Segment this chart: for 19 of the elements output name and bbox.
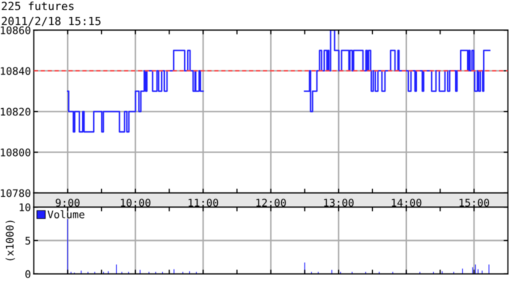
legend-label: Volume <box>48 210 84 218</box>
x-tick-label: 11:00 <box>188 198 218 207</box>
y-tick-label: 0 <box>25 270 30 278</box>
y-tick-label: 10860 <box>0 26 30 34</box>
y-tick-label: 10840 <box>0 67 30 75</box>
x-tick-label: 13:00 <box>324 198 354 207</box>
x-tick-label: 14:00 <box>392 198 422 207</box>
y-tick-label: 10780 <box>0 189 30 198</box>
x-tick-label: 12:00 <box>256 198 286 207</box>
y-axis-title: (x1000) <box>6 220 15 260</box>
y-tick-label: 10820 <box>0 108 30 116</box>
x-tick-label: 10:00 <box>120 198 150 207</box>
chart-title: 225 futures <box>2 2 74 10</box>
chart-subtitle: 2011/2/18 15:15 <box>2 16 100 26</box>
y-tick-label: 10800 <box>0 148 30 156</box>
y-tick-label: 10 <box>20 203 30 212</box>
x-tick-label: 15:00 <box>460 198 490 207</box>
y-tick-label: 5 <box>25 236 30 245</box>
x-tick-label: 9:00 <box>56 198 80 207</box>
